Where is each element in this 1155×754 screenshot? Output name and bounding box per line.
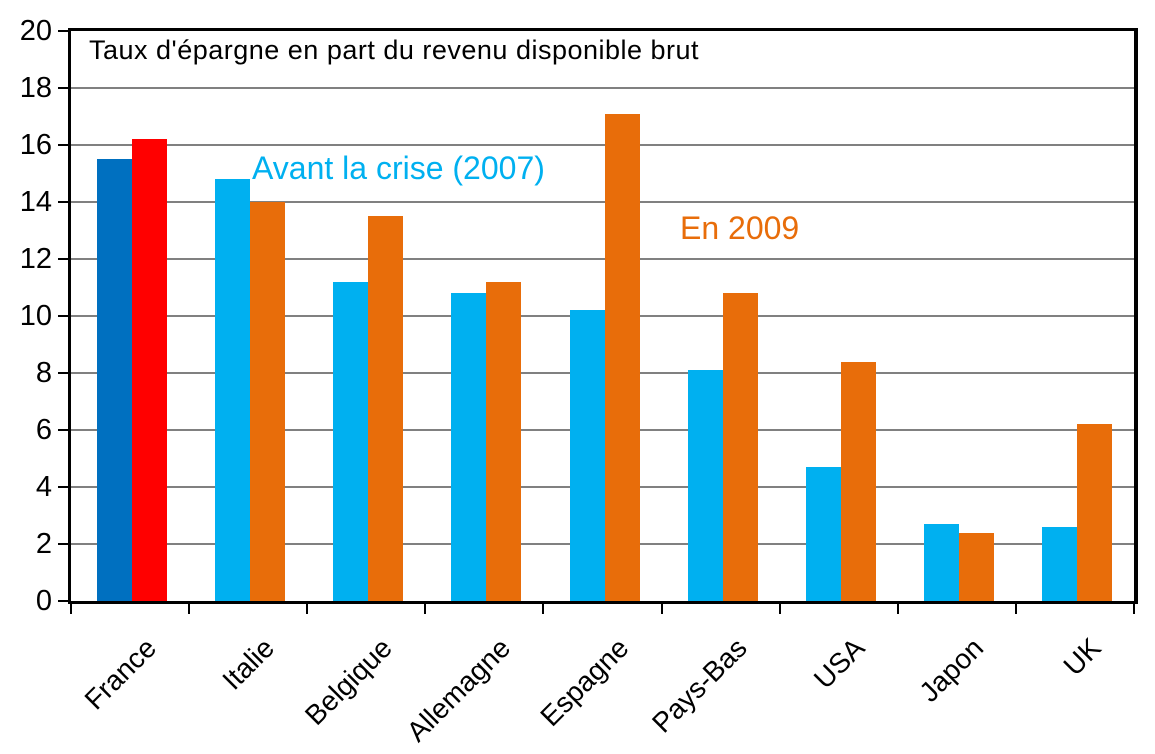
x-axis-tick [542, 604, 545, 614]
bar-en-2009-usa [840, 361, 876, 601]
x-category-label-allemagne: Allemagne [400, 632, 517, 748]
x-category-label-espagne: Espagne [534, 632, 635, 733]
x-category-label-usa: USA [808, 632, 871, 695]
x-category-label-uk: UK [1057, 632, 1107, 682]
bar-en-2009-espagne [604, 113, 640, 601]
y-axis-tick [58, 486, 68, 488]
legend-label-2009: En 2009 [680, 210, 800, 246]
y-axis-tick-label: 18 [19, 72, 52, 104]
bar-avant-la-crise-2007--belgique [333, 281, 369, 601]
x-category-label-france: France [78, 632, 162, 716]
bar-avant-la-crise-2007--usa [805, 467, 841, 601]
bar-avant-la-crise-2007--espagne [569, 310, 605, 601]
bar-en-2009-pays-bas [722, 293, 758, 601]
x-axis-tick [896, 604, 899, 614]
gridline [71, 144, 1134, 146]
bar-avant-la-crise-2007--uk [1041, 526, 1077, 601]
y-axis-tick-label: 10 [19, 300, 52, 332]
y-axis-tick-label: 16 [19, 129, 52, 161]
bar-en-2009-allemagne [486, 281, 522, 601]
bar-en-2009-uk [1076, 424, 1112, 601]
bar-en-2009-france [132, 139, 168, 601]
y-axis-tick [58, 429, 68, 431]
x-axis-tick [660, 604, 663, 614]
bar-avant-la-crise-2007--france [97, 159, 133, 601]
bar-en-2009-italie [250, 202, 286, 601]
y-axis-tick [58, 258, 68, 260]
y-axis-tick [58, 600, 68, 602]
bar-en-2009-japon [958, 532, 994, 601]
y-axis-tick-label: 12 [19, 243, 52, 275]
bar-avant-la-crise-2007--japon [923, 524, 959, 601]
plot-inner: Taux d'épargne en part du revenu disponi… [71, 31, 1134, 601]
x-axis-tick [424, 604, 427, 614]
x-axis-tick [70, 604, 72, 614]
chart-title: Taux d'épargne en part du revenu disponi… [89, 35, 700, 65]
bar-avant-la-crise-2007--pays-bas [687, 370, 723, 601]
x-axis-tick [306, 604, 309, 614]
y-axis-tick [58, 30, 68, 32]
y-axis-tick [58, 315, 68, 317]
y-axis-tick [58, 144, 68, 146]
x-category-label-italie: Italie [216, 632, 281, 696]
y-axis-tick-label: 2 [35, 528, 52, 560]
x-axis-tick [1014, 604, 1017, 614]
legend-label-2007: Avant la crise (2007) [252, 150, 545, 186]
x-axis-tick [1133, 604, 1135, 614]
gridline [71, 87, 1134, 89]
x-axis-tick [778, 604, 781, 614]
gridline [71, 201, 1134, 203]
x-category-label-belgique: Belgique [299, 632, 399, 731]
x-category-label-pays-bas: Pays-Bas [645, 632, 753, 739]
y-axis-tick [58, 201, 68, 203]
y-axis-tick [58, 87, 68, 89]
bar-avant-la-crise-2007--italie [215, 179, 251, 601]
y-axis-tick-label: 0 [35, 585, 52, 617]
y-axis-tick [58, 372, 68, 374]
y-axis-tick-label: 4 [35, 471, 52, 503]
y-axis-tick-label: 6 [35, 414, 52, 446]
y-axis-tick-label: 8 [35, 357, 52, 389]
bar-avant-la-crise-2007--allemagne [451, 293, 487, 601]
plot-area: Taux d'épargne en part du revenu disponi… [68, 28, 1138, 604]
bar-en-2009-belgique [368, 216, 404, 601]
y-axis-tick-label: 20 [19, 15, 52, 47]
x-axis-tick [188, 604, 191, 614]
gridline [71, 258, 1134, 260]
y-axis-tick-label: 14 [19, 186, 52, 218]
x-category-label-japon: Japon [912, 632, 989, 708]
y-axis-tick [58, 543, 68, 545]
